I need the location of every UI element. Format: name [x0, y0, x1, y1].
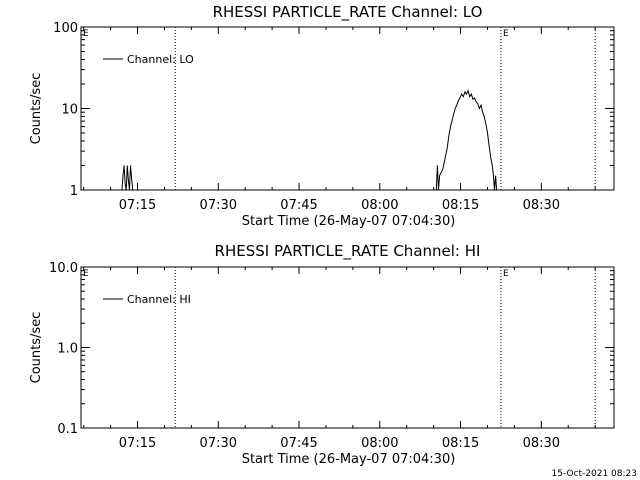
marker-label: E [83, 29, 89, 39]
y-tick-label: 1.0 [57, 342, 78, 357]
legend-label: Channel: LO [127, 53, 194, 66]
marker-label: E [83, 269, 89, 279]
x-tick-label: 08:15 [442, 198, 479, 213]
x-tick-label: 07:15 [119, 436, 156, 451]
x-tick-label: 08:30 [523, 198, 560, 213]
x-tick-label: 07:15 [119, 198, 156, 213]
footer-timestamp: 15-Oct-2021 08:23 [552, 469, 637, 479]
plot-frame [80, 266, 615, 429]
x-tick-label: 08:00 [361, 198, 398, 213]
chart-panel-2: RHESSI PARTICLE_RATE Channel: HI E E 07:15 0… [29, 242, 615, 467]
y-tick-label: 10.0 [49, 261, 78, 276]
x-tick-label: 08:30 [523, 436, 560, 451]
y-tick-label: 100 [53, 21, 78, 36]
y-tick-label: 1 [70, 184, 78, 199]
y-tick-label: 0.1 [57, 422, 78, 437]
x-tick-label: 08:15 [442, 436, 479, 451]
legend-label: Channel: HI [127, 293, 191, 306]
series-line-segment [121, 165, 134, 191]
plot-frame [80, 26, 615, 191]
marker-label: E [503, 29, 509, 39]
x-tick-label: 07:45 [280, 436, 317, 451]
chart-title: RHESSI PARTICLE_RATE Channel: HI [215, 242, 481, 261]
chart-title: RHESSI PARTICLE_RATE Channel: LO [213, 3, 483, 22]
x-tick-label: 07:45 [280, 198, 317, 213]
y-tick-label: 10 [61, 103, 78, 118]
marker-label: E [503, 269, 509, 279]
y-axis-label: Counts/sec [29, 312, 44, 384]
y-axis-label: Counts/sec [29, 73, 44, 145]
x-axis-label: Start Time (26-May-07 07:04:30) [242, 214, 456, 229]
series-line-segment [435, 89, 498, 191]
chart-panel-1: RHESSI PARTICLE_RATE Channel: LO E E 07:15 0… [29, 3, 615, 229]
x-tick-label: 08:00 [361, 436, 398, 451]
x-tick-label: 07:30 [200, 198, 237, 213]
x-axis-label: Start Time (26-May-07 07:04:30) [242, 452, 456, 467]
x-tick-label: 07:30 [200, 436, 237, 451]
